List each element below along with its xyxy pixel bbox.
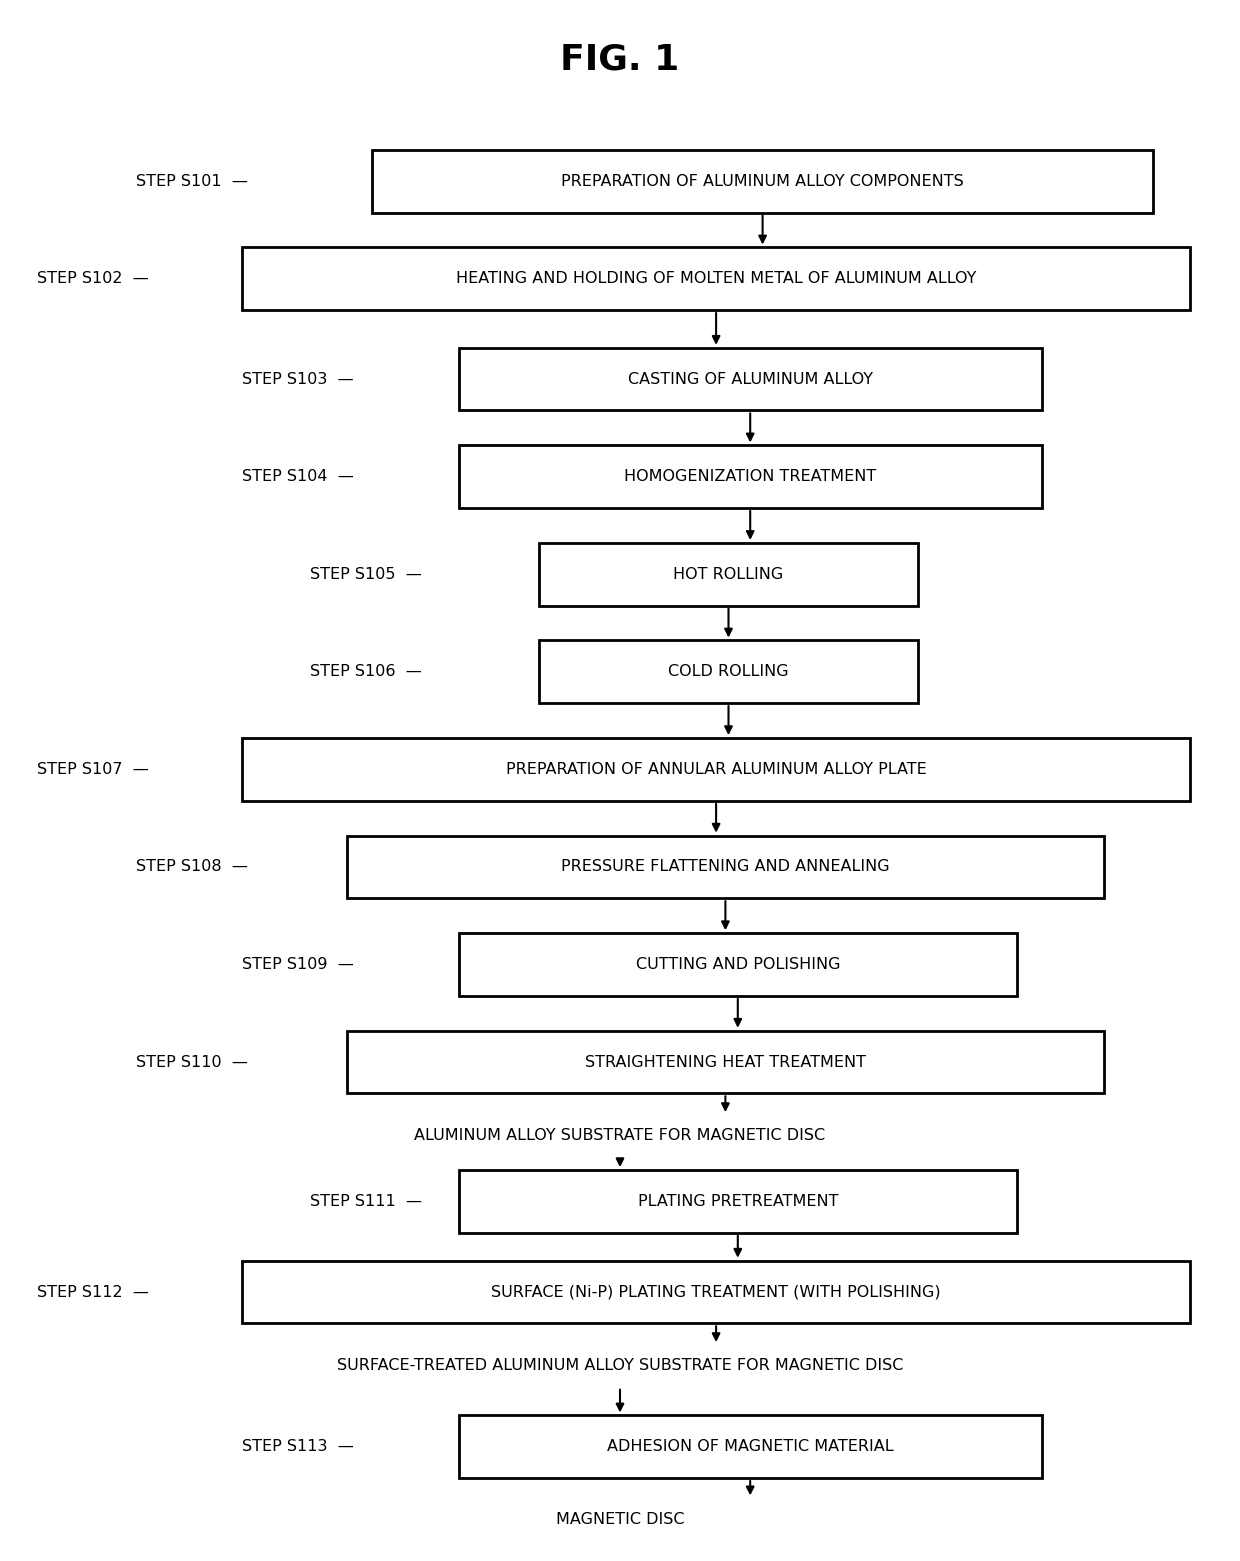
Bar: [242, 247, 1190, 311]
Text: STEP S107  —: STEP S107 —: [37, 762, 149, 777]
Text: CASTING OF ALUMINUM ALLOY: CASTING OF ALUMINUM ALLOY: [627, 372, 873, 387]
Text: SURFACE-TREATED ALUMINUM ALLOY SUBSTRATE FOR MAGNETIC DISC: SURFACE-TREATED ALUMINUM ALLOY SUBSTRATE…: [337, 1358, 903, 1374]
Text: STEP S102  —: STEP S102 —: [37, 272, 149, 286]
Bar: [539, 543, 918, 606]
Text: STEP S109  —: STEP S109 —: [242, 957, 353, 973]
Text: STEP S106  —: STEP S106 —: [310, 665, 422, 679]
Text: STEP S113  —: STEP S113 —: [242, 1439, 353, 1455]
Bar: [459, 1416, 1042, 1478]
Text: ADHESION OF MAGNETIC MATERIAL: ADHESION OF MAGNETIC MATERIAL: [606, 1439, 894, 1455]
Bar: [242, 738, 1190, 801]
Text: STEP S112  —: STEP S112 —: [37, 1285, 149, 1299]
Text: STEP S111  —: STEP S111 —: [310, 1194, 422, 1208]
Text: HOMOGENIZATION TREATMENT: HOMOGENIZATION TREATMENT: [624, 470, 877, 484]
Bar: [372, 150, 1153, 212]
Text: MAGNETIC DISC: MAGNETIC DISC: [556, 1511, 684, 1527]
Text: PRESSURE FLATTENING AND ANNEALING: PRESSURE FLATTENING AND ANNEALING: [560, 860, 890, 874]
Bar: [347, 835, 1104, 898]
Bar: [347, 1030, 1104, 1093]
Text: STEP S103  —: STEP S103 —: [242, 372, 353, 387]
Text: STRAIGHTENING HEAT TREATMENT: STRAIGHTENING HEAT TREATMENT: [585, 1055, 866, 1069]
Text: PREPARATION OF ANNULAR ALUMINUM ALLOY PLATE: PREPARATION OF ANNULAR ALUMINUM ALLOY PL…: [506, 762, 926, 777]
Text: STEP S110  —: STEP S110 —: [136, 1055, 248, 1069]
Bar: [459, 445, 1042, 507]
Text: STEP S104  —: STEP S104 —: [242, 470, 353, 484]
Bar: [459, 348, 1042, 411]
Text: PREPARATION OF ALUMINUM ALLOY COMPONENTS: PREPARATION OF ALUMINUM ALLOY COMPONENTS: [562, 173, 963, 189]
Text: CUTTING AND POLISHING: CUTTING AND POLISHING: [636, 957, 839, 973]
Bar: [242, 1261, 1190, 1324]
Text: PLATING PRETREATMENT: PLATING PRETREATMENT: [637, 1194, 838, 1208]
Bar: [459, 1171, 1017, 1233]
Text: SURFACE (Ni-P) PLATING TREATMENT (WITH POLISHING): SURFACE (Ni-P) PLATING TREATMENT (WITH P…: [491, 1285, 941, 1299]
Text: HEATING AND HOLDING OF MOLTEN METAL OF ALUMINUM ALLOY: HEATING AND HOLDING OF MOLTEN METAL OF A…: [456, 272, 976, 286]
Text: ALUMINUM ALLOY SUBSTRATE FOR MAGNETIC DISC: ALUMINUM ALLOY SUBSTRATE FOR MAGNETIC DI…: [414, 1129, 826, 1143]
Text: COLD ROLLING: COLD ROLLING: [668, 665, 789, 679]
Text: STEP S108  —: STEP S108 —: [136, 860, 248, 874]
Text: FIG. 1: FIG. 1: [560, 42, 680, 76]
Bar: [539, 640, 918, 702]
Bar: [459, 933, 1017, 996]
Text: STEP S105  —: STEP S105 —: [310, 567, 422, 582]
Text: HOT ROLLING: HOT ROLLING: [673, 567, 784, 582]
Text: STEP S101  —: STEP S101 —: [136, 173, 248, 189]
